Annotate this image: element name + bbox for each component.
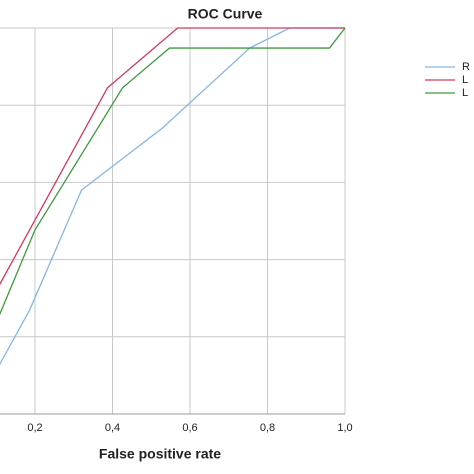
- legend-label: L: [462, 87, 468, 99]
- x-tick-label: 0,2: [27, 422, 42, 434]
- x-tick-label: 0,8: [260, 422, 275, 434]
- series-line: [0, 27, 345, 286]
- legend-label: R: [462, 61, 470, 73]
- x-tick-label: 0,4: [105, 422, 120, 434]
- chart-title: ROC Curve: [188, 6, 263, 22]
- legend-label: L: [462, 74, 468, 86]
- series-line: [0, 27, 346, 316]
- x-axis-label: False positive rate: [99, 446, 221, 462]
- x-tick-label: 1,0: [337, 422, 352, 434]
- series-line: [0, 27, 345, 366]
- x-tick-label: 0,6: [182, 422, 197, 434]
